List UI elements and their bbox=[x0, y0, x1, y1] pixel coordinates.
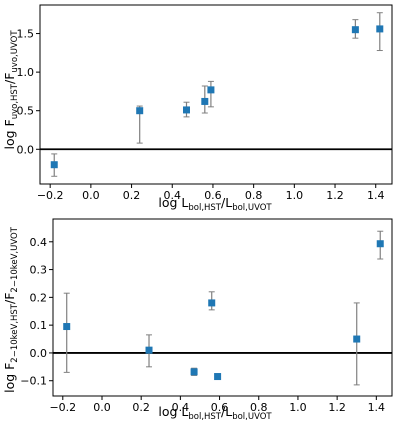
x-tick-label: 1.4 bbox=[368, 401, 386, 414]
data-point bbox=[207, 86, 215, 94]
x-tick-label: 0.4 bbox=[164, 189, 182, 202]
data-point bbox=[214, 373, 222, 381]
y-tick-label: −0.1 bbox=[20, 375, 47, 388]
y-tick-label: 0.5 bbox=[17, 105, 35, 118]
x-tick-label: 1.0 bbox=[289, 401, 307, 414]
y-tick-label: 0.4 bbox=[30, 236, 48, 249]
data-point bbox=[182, 106, 190, 114]
x-tick-label: 0.4 bbox=[172, 401, 190, 414]
y-tick-label: 0.0 bbox=[30, 347, 48, 360]
x-tick-label: 1.2 bbox=[326, 189, 344, 202]
y-tick-label: 1.5 bbox=[17, 28, 35, 41]
data-point bbox=[63, 323, 71, 331]
data-point bbox=[376, 240, 384, 248]
x-tick-label: 0.8 bbox=[250, 401, 268, 414]
y-tick-label: 1.0 bbox=[17, 66, 35, 79]
data-point bbox=[376, 25, 384, 33]
x-tick-label: 0.6 bbox=[204, 189, 222, 202]
data-point bbox=[190, 368, 198, 376]
plot-frame bbox=[39, 4, 393, 185]
x-tick-label: 1.0 bbox=[286, 189, 304, 202]
plot-frame bbox=[52, 218, 393, 397]
x-tick-label: 0.0 bbox=[93, 401, 111, 414]
y-axis-label-bottom: log F2−10keV,HST/F2−10keV,UVOT bbox=[2, 226, 20, 393]
panel-bottom: −0.2 0.0 0.2 0.4 0.6 0.8 1.0 1.2 1.4 −0.1 0.0 0.1 0… bbox=[2, 218, 393, 422]
data-point bbox=[50, 161, 58, 169]
x-tick-label: −0.2 bbox=[49, 401, 76, 414]
x-tick-label: 1.2 bbox=[328, 401, 346, 414]
y-tick-label: 0.3 bbox=[30, 264, 48, 277]
data-point bbox=[145, 346, 153, 354]
y-axis-label-top: log Fuvo,HST/Fuvo,UVOT bbox=[2, 30, 20, 150]
y-tick-label: 0.1 bbox=[30, 319, 48, 332]
x-tick-label: 0.2 bbox=[132, 401, 150, 414]
data-point bbox=[136, 107, 144, 115]
data-point bbox=[353, 335, 361, 343]
y-tick-label: 0.0 bbox=[17, 143, 35, 156]
x-tick-label: 0.6 bbox=[211, 401, 229, 414]
data-point bbox=[351, 26, 359, 34]
data-point bbox=[208, 299, 216, 307]
y-tick-label: 0.2 bbox=[30, 291, 48, 304]
x-tick-label: 0.2 bbox=[123, 189, 141, 202]
x-tick-label: 0.0 bbox=[82, 189, 100, 202]
data-point bbox=[201, 97, 209, 105]
panel-top: −0.2 0.0 0.2 0.4 0.6 0.8 1.0 1.2 1.4 0.0 0.5 1.0 1.… bbox=[2, 4, 393, 213]
x-tick-label: 0.8 bbox=[245, 189, 263, 202]
x-tick-label: 1.4 bbox=[367, 189, 385, 202]
x-tick-label: −0.2 bbox=[37, 189, 64, 202]
